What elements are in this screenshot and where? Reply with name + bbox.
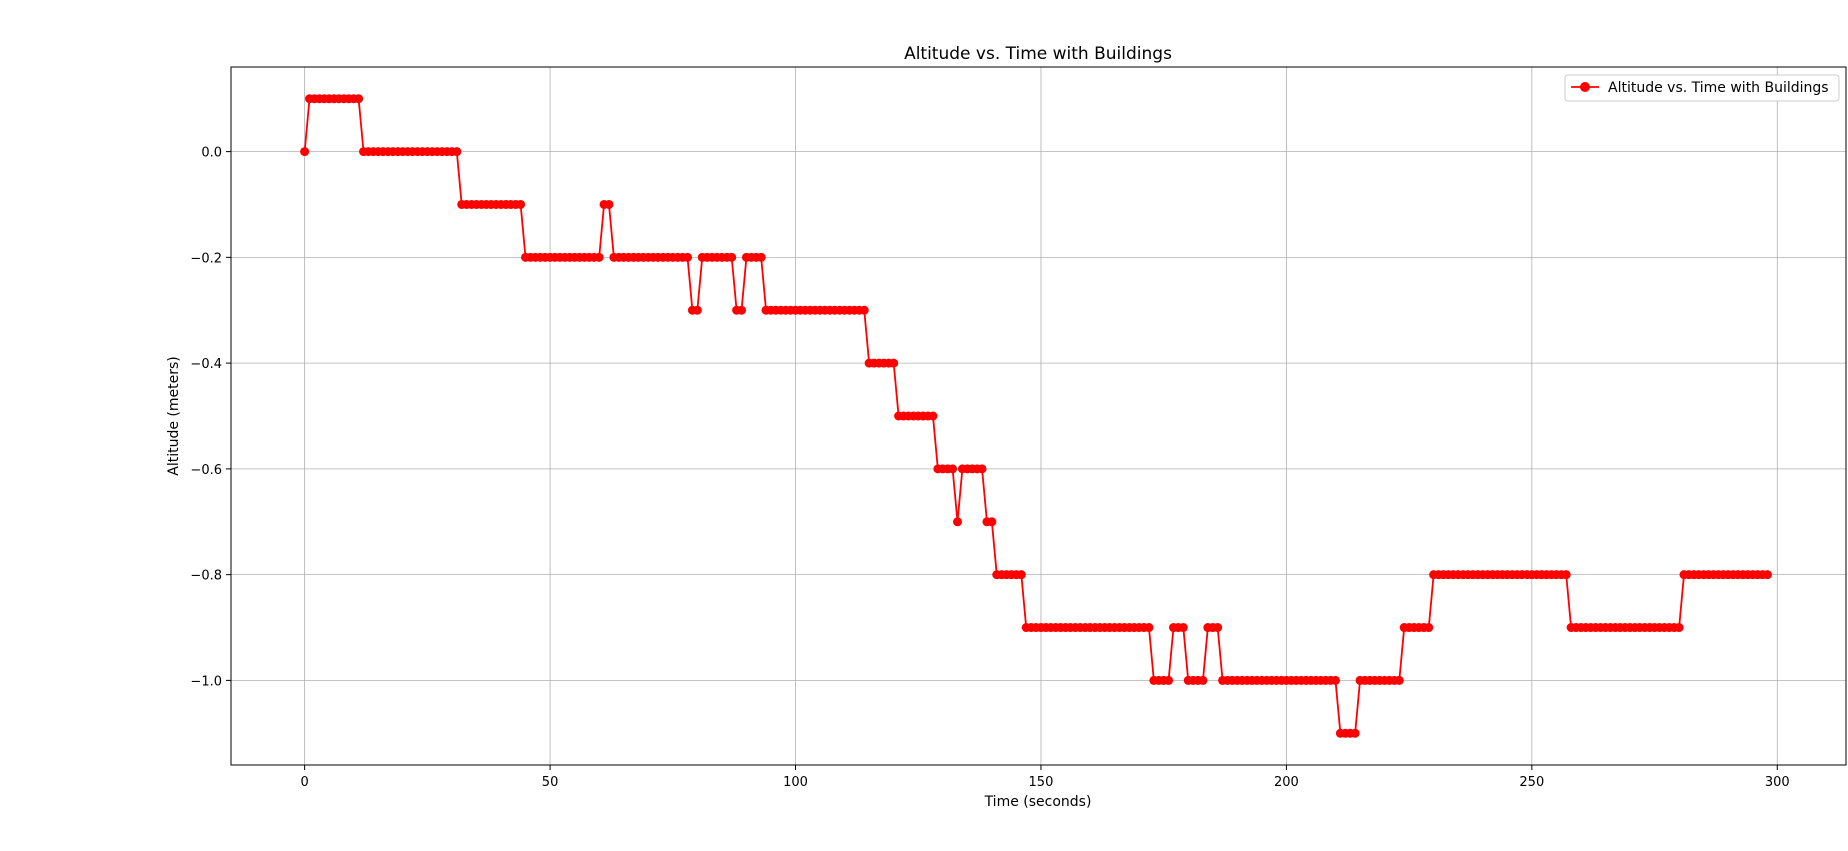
data-point: [1178, 623, 1188, 633]
data-point: [1144, 623, 1154, 633]
data-point: [727, 252, 737, 262]
y-axis: 0.0 −0.2 −0.4 −0.6 −0.8 −1.0: [190, 146, 231, 689]
x-tick-label: 300: [1765, 775, 1790, 790]
y-tick-label: −0.4: [190, 357, 222, 372]
x-tick-label: 200: [1274, 775, 1299, 790]
legend-marker-swatch: [1580, 82, 1590, 92]
data-point: [987, 517, 997, 527]
y-tick-label: −1.0: [190, 674, 222, 689]
chart-title: Altitude vs. Time with Buildings: [904, 44, 1172, 64]
plot-frame: [230, 66, 1847, 766]
legend: Altitude vs. Time with Buildings: [1564, 74, 1840, 102]
x-tick-label: 0: [300, 775, 308, 790]
data-point: [516, 199, 526, 209]
data-point: [977, 464, 987, 474]
y-tick-label: 0.0: [201, 146, 222, 161]
data-point: [1424, 623, 1434, 633]
data-point: [604, 199, 614, 209]
grid-lines: [231, 67, 1846, 765]
data-point: [1674, 623, 1684, 633]
data-point: [594, 252, 604, 262]
data-point: [737, 305, 747, 315]
data-point: [300, 147, 310, 157]
legend-box: [1564, 74, 1840, 102]
data-point: [1213, 623, 1223, 633]
data-point: [889, 358, 899, 368]
x-tick-label: 50: [542, 775, 559, 790]
data-point: [1330, 675, 1340, 685]
series-layer: [300, 94, 1772, 738]
data-point: [1350, 728, 1360, 738]
y-axis-title: Altitude (meters): [166, 356, 182, 476]
data-point: [928, 411, 938, 421]
y-tick-label: −0.2: [190, 251, 222, 266]
data-point: [1198, 675, 1208, 685]
x-tick-label: 250: [1519, 775, 1544, 790]
x-tick-label: 100: [783, 775, 808, 790]
data-point: [452, 147, 462, 157]
plot-area: [231, 67, 1846, 765]
data-point: [756, 252, 766, 262]
data-point: [1016, 570, 1026, 580]
data-point: [948, 464, 958, 474]
y-tick-label: −0.6: [190, 463, 222, 478]
x-axis-title: Time (seconds): [984, 794, 1092, 810]
data-point: [354, 94, 364, 104]
data-point: [683, 252, 693, 262]
data-point: [692, 305, 702, 315]
data-point: [1561, 570, 1571, 580]
x-tick-label: 150: [1029, 775, 1054, 790]
data-point: [953, 517, 962, 527]
legend-label: Altitude vs. Time with Buildings: [1608, 80, 1829, 96]
data-point: [1164, 675, 1174, 685]
x-axis: 0 50 100 150 200 250 300: [300, 765, 1790, 790]
data-point: [859, 305, 869, 315]
data-point: [1394, 675, 1404, 685]
data-point: [1762, 570, 1772, 580]
y-tick-label: −0.8: [190, 569, 222, 584]
